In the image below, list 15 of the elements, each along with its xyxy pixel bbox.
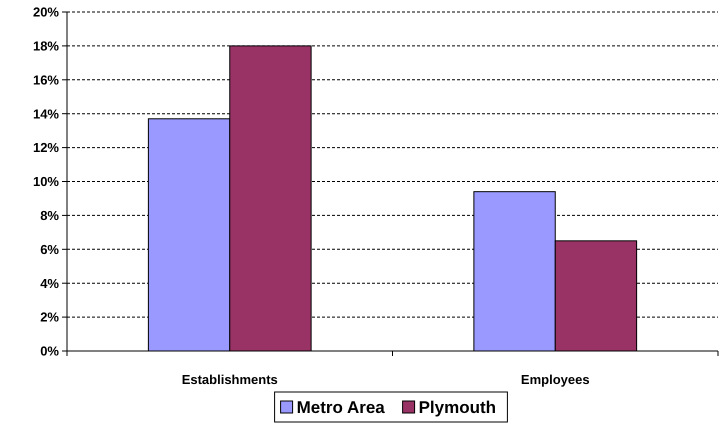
y-tick-label: 10% bbox=[32, 174, 60, 190]
y-tick-label: 8% bbox=[40, 208, 60, 223]
y-tick-label: 6% bbox=[40, 242, 60, 257]
legend-label: Plymouth bbox=[418, 398, 496, 417]
x-tick-label: Establishments bbox=[182, 372, 278, 387]
y-tick-label: 14% bbox=[32, 106, 60, 122]
y-tick-label: 16% bbox=[32, 72, 60, 88]
x-tick-label: Employees bbox=[520, 372, 590, 387]
y-tick-label: 18% bbox=[32, 38, 60, 54]
y-tick-label: 2% bbox=[40, 310, 60, 325]
y-tick-label: 4% bbox=[40, 276, 60, 291]
y-tick-label: 20% bbox=[32, 4, 60, 20]
legend-label: Metro Area bbox=[296, 398, 386, 417]
y-tick-label: 0% bbox=[40, 344, 60, 359]
y-tick-label: 12% bbox=[32, 140, 60, 156]
